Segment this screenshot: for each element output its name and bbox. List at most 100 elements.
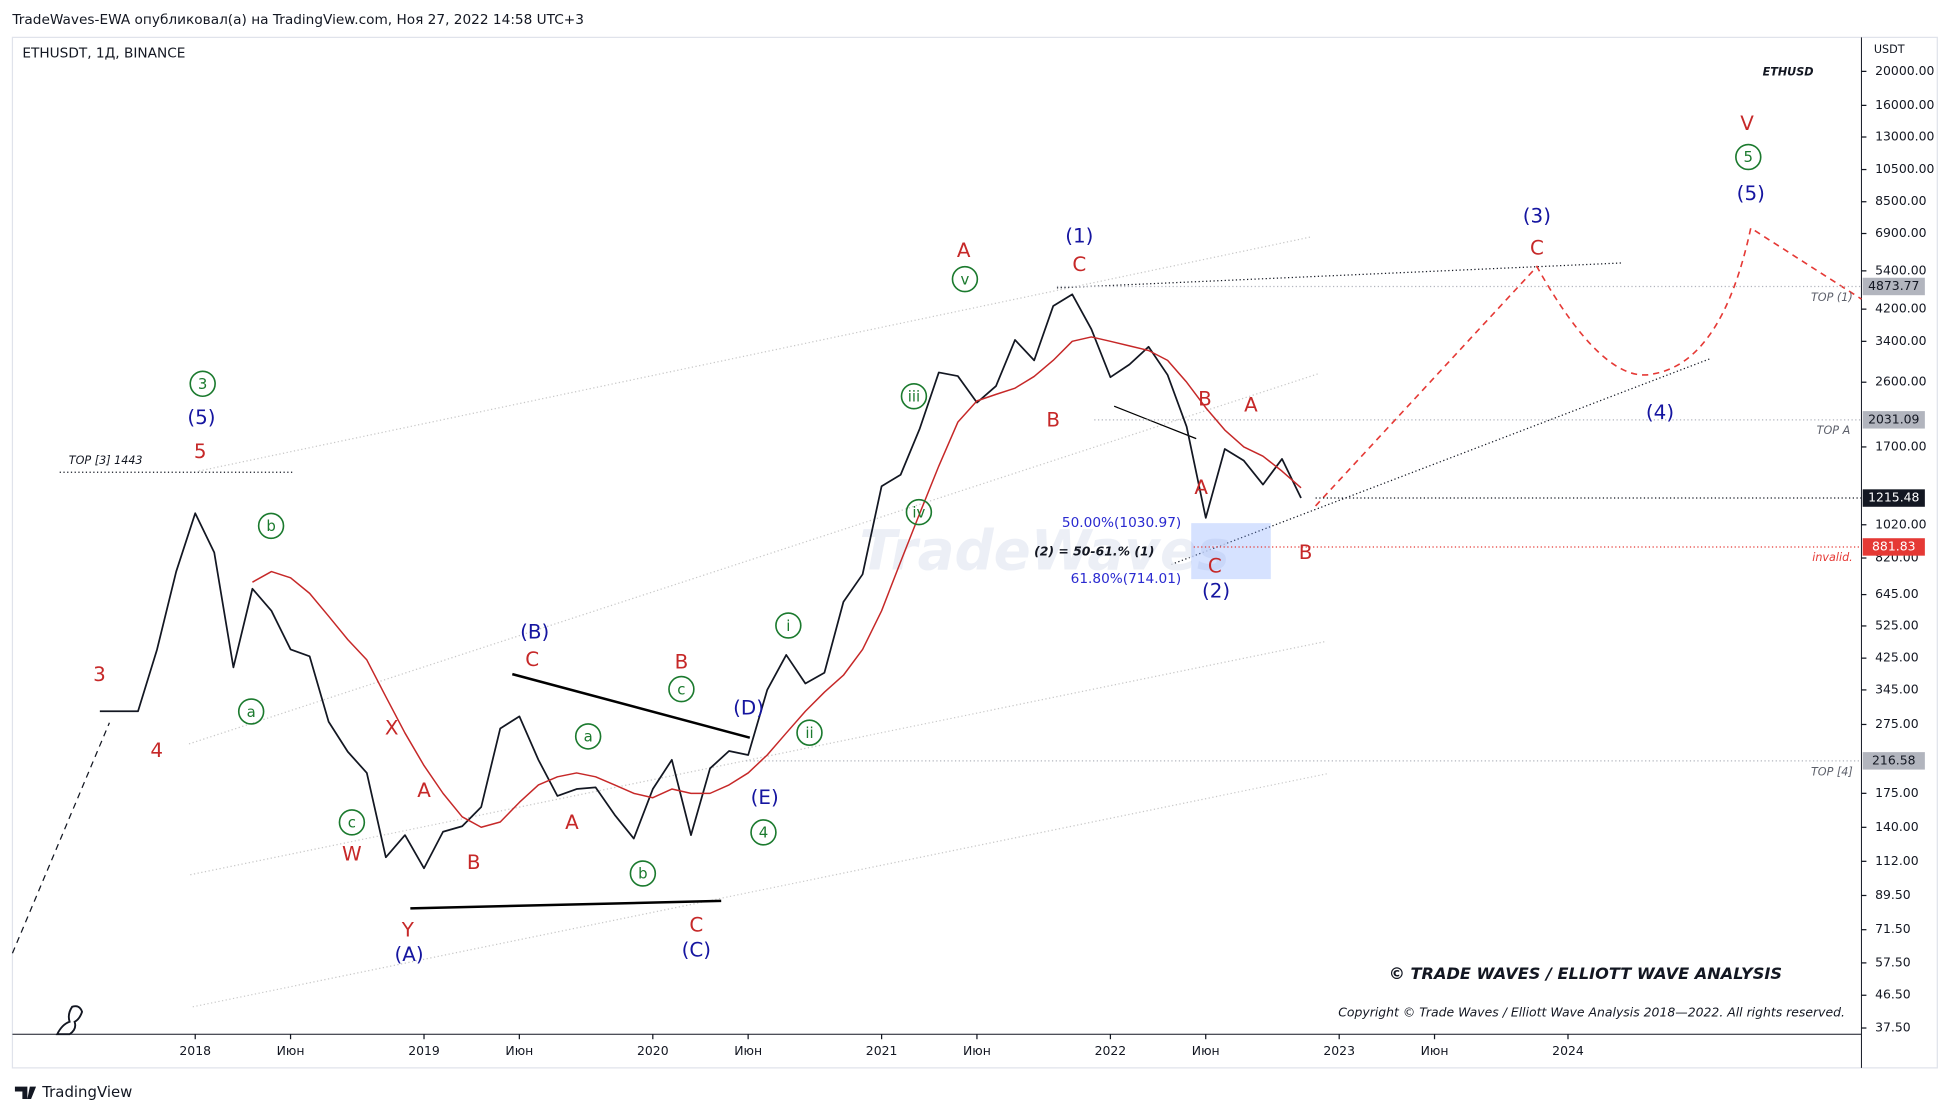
y-tick-label: 46.50	[1875, 987, 1911, 1002]
wave-label: 4	[150, 739, 163, 762]
price-line	[252, 336, 1302, 829]
wave-label: (B)	[520, 620, 549, 643]
wave-label: a	[247, 703, 256, 721]
note: TOP [4]	[1811, 766, 1853, 779]
wave-circle	[900, 382, 928, 410]
wave-circle	[338, 809, 366, 836]
note: TOP (1)	[1811, 291, 1853, 304]
wave-label: (E)	[751, 786, 779, 809]
wave-label: V	[1740, 112, 1754, 135]
wave-label: (4)	[1646, 401, 1674, 424]
logo	[55, 1005, 84, 1036]
price-box-label: 1215.48	[1868, 490, 1919, 505]
wave-label: (D)	[733, 696, 764, 719]
y-tick-label: 10500.00	[1875, 161, 1934, 176]
fib-zone	[1191, 523, 1271, 580]
wave-label: C	[1208, 554, 1222, 577]
wave-label: ii	[805, 724, 813, 742]
wave-circle	[1735, 143, 1762, 171]
trend-line	[1056, 262, 1623, 289]
triangle-line	[410, 899, 722, 910]
price-box-label: 216.58	[1872, 752, 1916, 767]
wave-label: v	[961, 270, 970, 288]
y-tick-label: 2600.00	[1875, 374, 1926, 389]
channel-line	[188, 373, 1319, 745]
wave-label: b	[266, 517, 275, 535]
y-tick-label: 37.50	[1875, 1020, 1911, 1035]
trend-line	[1113, 405, 1197, 440]
y-tick-label: 175.00	[1875, 785, 1919, 800]
y-tick-label: 5400.00	[1875, 262, 1926, 277]
wave-circle	[237, 698, 265, 725]
y-tick-label: 112.00	[1875, 853, 1919, 868]
trend-line	[1171, 358, 1710, 566]
note: TOP A	[1817, 424, 1851, 437]
note: ETHUSD	[1763, 65, 1814, 78]
watermark: TradeWaves	[859, 519, 1229, 583]
y-tick-label: 525.00	[1875, 617, 1919, 632]
price-box	[1862, 752, 1925, 770]
y-tick-label: 20000.00	[1875, 63, 1934, 78]
x-tick-label: Июн	[277, 1043, 305, 1058]
frame	[11, 36, 1938, 1069]
y-tick-label: 275.00	[1875, 716, 1919, 731]
wave-label: b	[638, 865, 647, 883]
wave-label: iv	[912, 503, 925, 521]
wave-label: A	[1244, 394, 1258, 417]
wave-label: (3)	[1523, 204, 1551, 227]
x-tick-label: 2020	[637, 1043, 669, 1058]
wave-circle	[257, 512, 285, 540]
y-tick-label: 13000.00	[1875, 128, 1934, 143]
y-tick-label: 57.50	[1875, 954, 1911, 969]
wave-label: c	[348, 814, 356, 832]
y-tick-label: 645.00	[1875, 586, 1919, 601]
note: (2) = 50-61.% (1)	[1034, 543, 1154, 558]
x-tick-label: 2018	[179, 1043, 211, 1058]
wave-label: A	[417, 779, 431, 802]
wave-label: B	[675, 650, 689, 673]
y-tick-label: 1700.00	[1875, 438, 1926, 453]
wave-circle	[775, 612, 802, 639]
price-box	[1862, 277, 1925, 296]
wave-label: (5)	[1737, 182, 1765, 205]
wave-circle	[574, 723, 602, 750]
fib-label: 50.00%(1030.97)	[1062, 515, 1181, 531]
price-box-label: 4873.77	[1868, 278, 1919, 293]
wave-label: c	[677, 680, 685, 698]
note: invalid.	[1812, 551, 1853, 564]
wave-label: a	[584, 728, 593, 746]
wave-label: C	[1072, 253, 1086, 276]
tv-logo	[14, 1086, 37, 1100]
price-box-label: 881.83	[1872, 538, 1915, 553]
price-box	[1862, 538, 1925, 556]
wave-label: iii	[908, 387, 920, 405]
currency: USDT	[1874, 43, 1905, 56]
y-tick-label: 16000.00	[1875, 97, 1934, 112]
y-tick-label: 345.00	[1875, 681, 1919, 696]
wave-circle	[750, 819, 777, 846]
wave-label: (C)	[682, 938, 711, 961]
x-tick-label: Июн	[505, 1043, 533, 1058]
publisher: TradeWaves-EWA опубликовал(а) на Trading…	[11, 12, 584, 28]
y-tick-label: 425.00	[1875, 650, 1919, 665]
wave-label: 3	[93, 663, 106, 686]
y-tick-label: 89.50	[1875, 887, 1911, 902]
x-tick-label: 2023	[1323, 1043, 1355, 1058]
wave-circle	[951, 265, 979, 293]
wave-label: A	[957, 239, 971, 262]
wave-label: (1)	[1065, 224, 1093, 247]
wave-label: Y	[401, 918, 415, 941]
y-tick-label: 71.50	[1875, 921, 1911, 936]
wave-label: 5	[1744, 148, 1753, 166]
price-box	[1862, 489, 1925, 507]
price-box-label: 2031.09	[1868, 411, 1919, 426]
wave-label: A	[565, 811, 579, 834]
wave-label: i	[786, 617, 790, 635]
symbol: ETHUSDT, 1Д, BINANCE	[22, 46, 185, 62]
x-tick-label: Июн	[734, 1043, 762, 1058]
brand: © TRADE WAVES / ELLIOTT WAVE ANALYSIS	[1389, 964, 1782, 983]
wave-circle	[905, 498, 933, 526]
